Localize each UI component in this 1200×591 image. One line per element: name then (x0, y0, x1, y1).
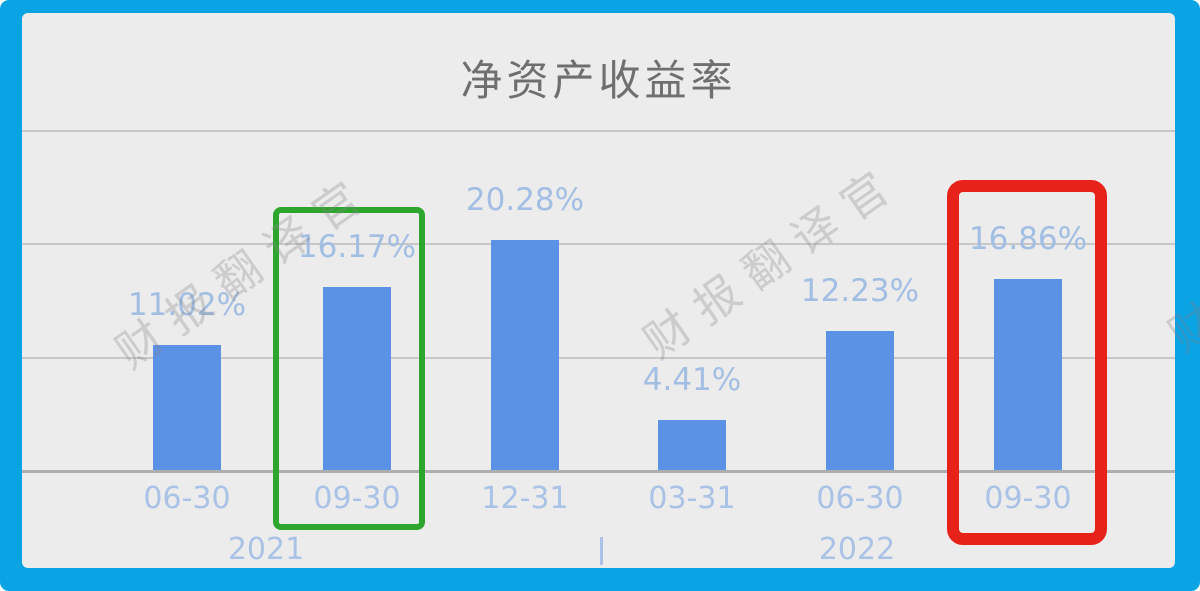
value-label-09-30: 16.86% (968, 221, 1088, 257)
x-axis-label-09-30: 09-30 (984, 481, 1072, 516)
highlight-box-red-2022-09-30 (947, 180, 1107, 545)
year-axis-tick (600, 537, 603, 565)
value-label-12-31: 20.28% (465, 182, 585, 218)
year-label-2021: 2021 (227, 532, 305, 567)
bar-06-30 (153, 345, 221, 470)
bar-06-30 (826, 331, 894, 470)
x-axis-label-12-31: 12-31 (481, 481, 569, 516)
x-axis-label-06-30: 06-30 (143, 481, 231, 516)
x-axis-label-03-31: 03-31 (648, 481, 736, 516)
bar-09-30 (323, 287, 391, 470)
gridline-10pct (22, 357, 1175, 359)
gridline-30pct (22, 130, 1175, 132)
gridline-20pct (22, 243, 1175, 245)
highlight-box-green-2021-09-30 (273, 207, 425, 530)
value-label-09-30: 16.17% (297, 229, 417, 265)
value-label-03-31: 4.41% (642, 362, 742, 398)
plot-area: 净资产收益率 11.02% 06-30 16.17% 09-30 20.28% 12-31… (22, 13, 1175, 568)
bar-12-31 (491, 240, 559, 470)
x-axis-label-09-30: 09-30 (313, 481, 401, 516)
chart-title: 净资产收益率 (460, 56, 737, 105)
bar-03-31 (658, 420, 726, 470)
x-axis-line (22, 470, 1175, 473)
value-label-06-30: 11.02% (127, 287, 247, 323)
x-axis-label-06-30: 06-30 (816, 481, 904, 516)
year-label-2022: 2022 (818, 532, 896, 567)
value-label-06-30: 12.23% (800, 273, 920, 309)
bar-09-30 (994, 279, 1062, 470)
